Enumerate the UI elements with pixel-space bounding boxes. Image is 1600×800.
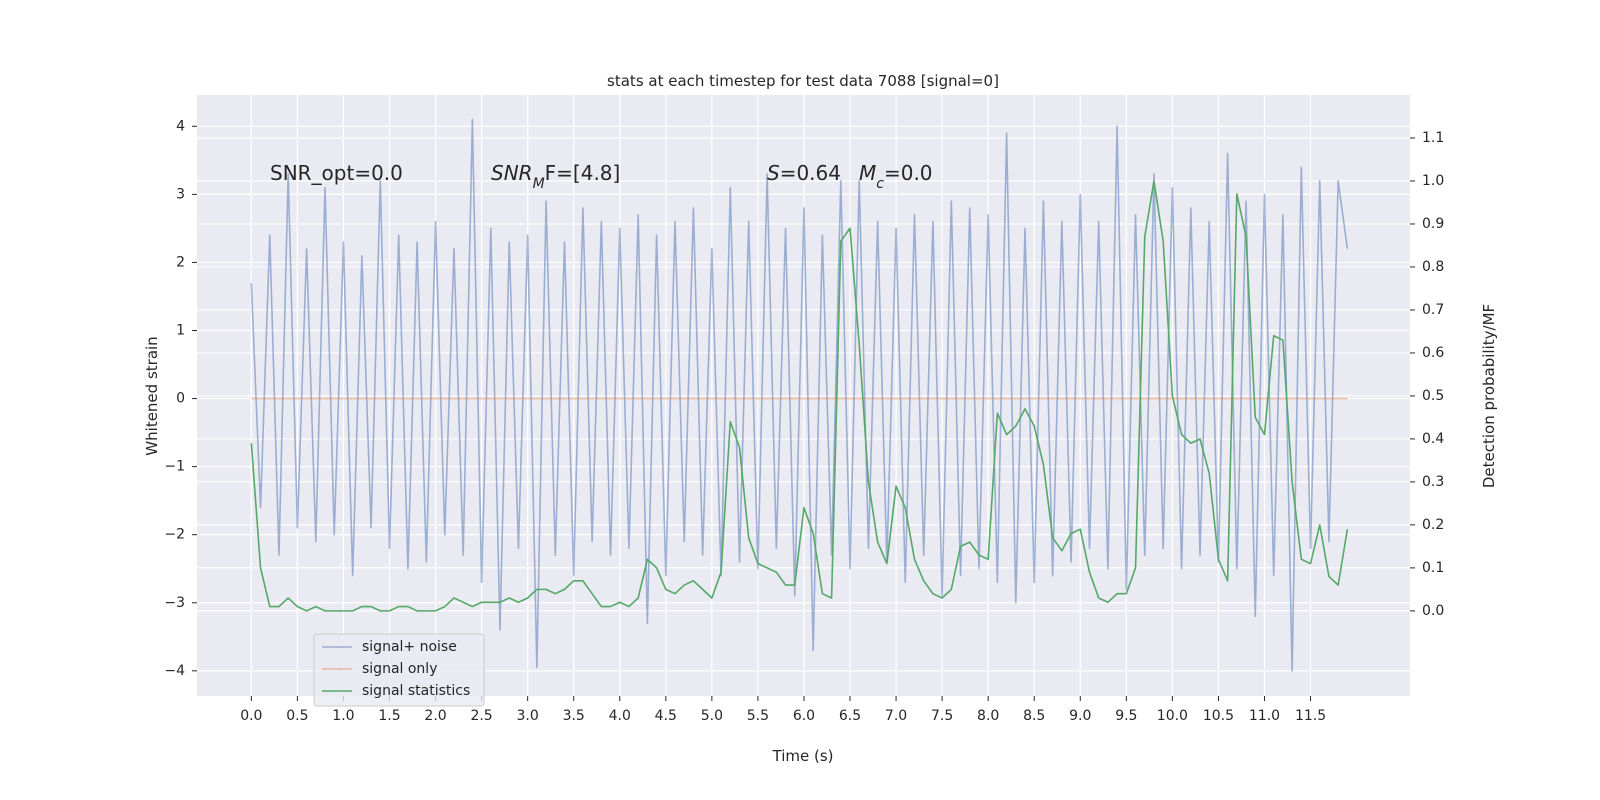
x-tick-label: 11.5 [1295, 708, 1326, 724]
x-tick-label: 0.0 [240, 708, 262, 724]
x-tick-label: 2.0 [424, 708, 446, 724]
x-tick-label: 10.5 [1203, 708, 1234, 724]
y2-tick-label: 0.7 [1422, 302, 1444, 318]
annotation-part: =0.64 [780, 161, 841, 185]
x-axis-label: Time (s) [772, 747, 834, 765]
x-tick-label: 9.0 [1069, 708, 1091, 724]
x-tick-label: 6.5 [839, 708, 861, 724]
legend-label: signal+ noise [362, 639, 457, 655]
y2-tick-label: 0.8 [1422, 259, 1444, 275]
y-tick-label: −2 [164, 527, 185, 543]
y2-tick-label: 1.0 [1422, 173, 1444, 189]
y2-tick-label: 0.4 [1422, 431, 1444, 447]
x-tick-label: 7.0 [885, 708, 907, 724]
annotation-part: SNR [491, 161, 533, 185]
x-tick-label: 8.0 [977, 708, 999, 724]
x-tick-label: 0.5 [286, 708, 308, 724]
y-tick-label: 2 [176, 254, 185, 270]
y2-tick-label: 0.9 [1422, 216, 1444, 232]
y-axis-label: Whitened strain [143, 336, 161, 455]
y-tick-label: 3 [176, 186, 185, 202]
x-tick-label: 5.0 [701, 708, 723, 724]
x-tick-label: 3.0 [517, 708, 539, 724]
series-line [250, 180, 1349, 612]
annotation: Mc=0.0 [859, 161, 933, 192]
chart-title: stats at each timestep for test data 708… [607, 72, 999, 90]
y-tick-label: −1 [164, 459, 185, 475]
y2-tick-label: 0.2 [1422, 517, 1444, 533]
y-tick-label: 0 [176, 391, 185, 407]
annotation: SNR_opt=0.0 [270, 161, 403, 185]
y2-tick-label: 1.1 [1422, 130, 1444, 146]
x-tick-label: 11.0 [1249, 708, 1280, 724]
y2-tick-label: 0.5 [1422, 388, 1444, 404]
annotation-part: =0.0 [884, 161, 933, 185]
annotation-part: M [859, 161, 876, 185]
annotation: S=0.64 [767, 161, 841, 185]
annotation: SNRMF=[4.8] [491, 161, 620, 192]
y-tick-label: 1 [176, 322, 185, 338]
annotation-part: F=[4.8] [545, 161, 621, 185]
x-tick-label: 8.5 [1023, 708, 1045, 724]
annotation-part: SNR_opt=0.0 [270, 161, 403, 185]
x-tick-label: 9.5 [1115, 708, 1137, 724]
series-line [250, 118, 1349, 672]
x-tick-label: 1.0 [332, 708, 354, 724]
y2-axis-label: Detection probability/MF [1480, 304, 1498, 488]
x-tick-label: 3.5 [563, 708, 585, 724]
annotation-part: c [876, 176, 884, 192]
x-tick-label: 4.5 [655, 708, 677, 724]
legend-box [313, 633, 485, 707]
y-tick-label: 4 [176, 118, 185, 134]
x-tick-label: 10.0 [1157, 708, 1188, 724]
legend-label: signal only [362, 661, 437, 677]
x-tick-label: 2.5 [470, 708, 492, 724]
y-tick-label: −3 [164, 595, 185, 611]
x-tick-label: 4.0 [609, 708, 631, 724]
annotation-part: M [533, 176, 545, 192]
legend-label: signal statistics [362, 683, 470, 699]
y-tick-label: −4 [164, 663, 185, 679]
x-tick-label: 5.5 [747, 708, 769, 724]
x-tick-label: 1.5 [378, 708, 400, 724]
x-tick-label: 6.0 [793, 708, 815, 724]
y2-tick-label: 0.0 [1422, 603, 1444, 619]
y2-tick-label: 0.3 [1422, 474, 1444, 490]
annotation-part: S [767, 161, 780, 185]
y2-tick-label: 0.6 [1422, 345, 1444, 361]
y2-tick-label: 0.1 [1422, 560, 1444, 576]
x-tick-label: 7.5 [931, 708, 953, 724]
